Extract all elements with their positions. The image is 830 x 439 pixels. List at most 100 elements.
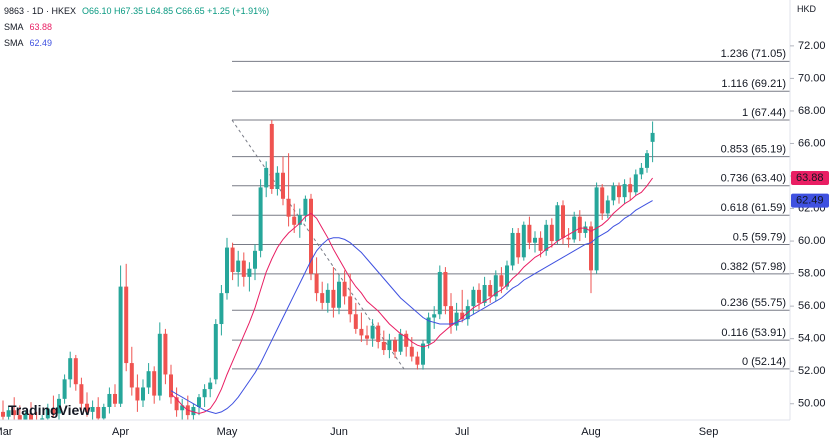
candle-body bbox=[600, 187, 605, 214]
candle-body bbox=[437, 271, 442, 315]
candle-body bbox=[409, 346, 414, 357]
candle-body bbox=[527, 224, 532, 243]
candle-body bbox=[219, 293, 224, 325]
legend: 9863 · 1D · HKEX O66.10 H67.35 L64.85 C66… bbox=[4, 3, 275, 51]
candle-body bbox=[426, 317, 431, 344]
candle-body bbox=[566, 237, 571, 240]
fib-label: 1.236 (71.05) bbox=[721, 48, 786, 60]
fib-label: 0.736 (63.40) bbox=[721, 173, 786, 185]
candle-body bbox=[577, 216, 582, 233]
candle-body bbox=[213, 324, 218, 380]
candle-body bbox=[113, 393, 117, 404]
candle-body bbox=[174, 397, 179, 411]
symbol: 9863 · 1D · HKEX bbox=[4, 6, 77, 16]
candle-body bbox=[337, 281, 341, 308]
sma-row[interactable]: SMA 63.88 bbox=[4, 19, 275, 35]
candle-body bbox=[57, 398, 61, 414]
price-badge bbox=[791, 170, 829, 185]
currency[interactable]: HKD bbox=[796, 4, 816, 14]
candle-body bbox=[129, 363, 134, 388]
candle-body bbox=[443, 271, 448, 307]
x-tick-label: Sep bbox=[699, 426, 719, 438]
candle-body bbox=[628, 184, 633, 193]
candle-body bbox=[101, 406, 106, 419]
candle-body bbox=[247, 268, 252, 277]
candle-body bbox=[85, 403, 89, 412]
candle-body bbox=[404, 333, 409, 347]
price-badge-label: 63.88 bbox=[796, 172, 824, 184]
candle-body bbox=[589, 226, 593, 271]
candle-body bbox=[191, 406, 196, 416]
symbol-row: 9863 · 1D · HKEX O66.10 H67.35 L64.85 C66… bbox=[4, 3, 275, 19]
candle-body bbox=[6, 410, 11, 417]
candle-body bbox=[264, 167, 269, 188]
candle-body bbox=[376, 325, 381, 342]
price-badge-label: 62.49 bbox=[796, 194, 824, 206]
candle-body bbox=[342, 281, 347, 297]
y-tick-label: 70.00 bbox=[798, 72, 826, 84]
candle-body bbox=[152, 371, 157, 396]
candle-body bbox=[169, 374, 173, 398]
candle-body bbox=[381, 341, 386, 351]
candle-body bbox=[118, 286, 123, 404]
y-tick-label: 68.00 bbox=[798, 105, 826, 117]
x-tick-label: May bbox=[217, 426, 238, 438]
candle-body bbox=[62, 379, 67, 399]
x-tick-label: Jun bbox=[330, 426, 348, 438]
candle-body bbox=[488, 284, 493, 297]
x-tick-label: Apr bbox=[112, 426, 129, 438]
candle-body bbox=[230, 247, 235, 272]
candle-body bbox=[561, 205, 565, 238]
candle-body bbox=[521, 224, 526, 258]
candle-body bbox=[12, 410, 17, 416]
y-tick-label: 72.00 bbox=[798, 40, 826, 52]
candle-body bbox=[454, 312, 459, 326]
candle-body bbox=[516, 232, 521, 258]
candle-body bbox=[633, 174, 638, 193]
candle-body bbox=[594, 187, 599, 271]
fib-label: 0.853 (65.19) bbox=[721, 144, 786, 156]
candle-body bbox=[645, 153, 649, 168]
candle-body bbox=[275, 172, 280, 190]
candle-body bbox=[370, 325, 375, 339]
x-tick-label: Jul bbox=[455, 426, 469, 438]
candle-body bbox=[325, 289, 330, 303]
candle-body bbox=[331, 289, 336, 308]
candle-body bbox=[96, 406, 101, 419]
sma-row[interactable]: SMA 62.49 bbox=[4, 35, 275, 51]
sma-name: SMA bbox=[4, 38, 24, 48]
candle-body bbox=[35, 420, 39, 427]
candle-body bbox=[202, 389, 207, 398]
sma-name: SMA bbox=[4, 22, 24, 32]
candle-body bbox=[303, 198, 308, 216]
candle-body bbox=[281, 172, 285, 199]
x-tick-label: Aug bbox=[581, 426, 601, 438]
candle-body bbox=[359, 328, 364, 336]
candle-body bbox=[650, 132, 655, 142]
candle-body bbox=[180, 405, 185, 411]
candle-body bbox=[197, 397, 201, 407]
candle-body bbox=[320, 293, 325, 303]
fib-label: 1 (67.44) bbox=[742, 107, 786, 119]
candle-body bbox=[460, 312, 465, 320]
candle-body bbox=[124, 286, 129, 364]
candle-body bbox=[236, 260, 241, 272]
candle-body bbox=[309, 198, 313, 274]
trend-line bbox=[231, 119, 405, 370]
candle-body bbox=[292, 216, 297, 225]
candle-body bbox=[365, 335, 369, 339]
fib-label: 1.116 (69.21) bbox=[721, 78, 786, 90]
candle-body bbox=[549, 224, 554, 242]
candle-body bbox=[163, 333, 168, 375]
sma-line bbox=[170, 200, 653, 415]
candle-body bbox=[40, 418, 45, 420]
y-tick-label: 60.00 bbox=[798, 235, 826, 247]
candle-body bbox=[225, 247, 229, 294]
candle-body bbox=[432, 314, 437, 318]
candle-body bbox=[241, 260, 246, 277]
fib-label: 0.382 (57.98) bbox=[721, 261, 786, 273]
candle-body bbox=[387, 340, 392, 351]
